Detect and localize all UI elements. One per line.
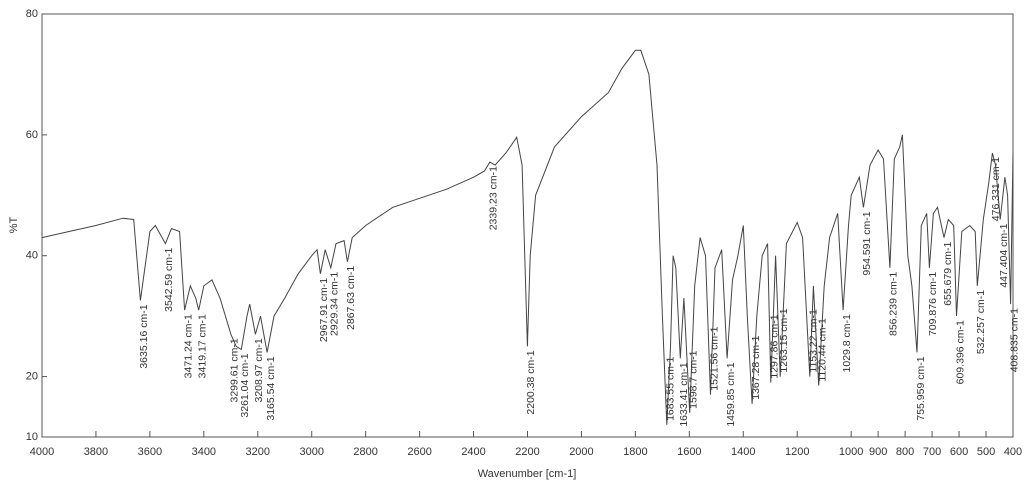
y-axis-label: %T (8, 216, 20, 233)
peak-label: 1683.55 cm-1 (665, 357, 677, 421)
peak-label: 1633.41 cm-1 (678, 362, 690, 426)
peak-label: 3635.16 cm-1 (138, 304, 150, 368)
peak-label: 2339.23 cm-1 (488, 166, 500, 230)
peak-label: 609.396 cm-1 (954, 320, 966, 384)
peak-label: 532.257 cm-1 (975, 290, 987, 354)
peak-label: 709.876 cm-1 (927, 272, 939, 336)
peak-label: 954.591 cm-1 (861, 211, 873, 275)
y-tick-label: 80 (26, 8, 38, 20)
x-tick-label: 1400 (731, 446, 755, 458)
x-tick-label: 900 (869, 446, 887, 458)
x-tick-label: 3200 (246, 446, 270, 458)
x-tick-label: 800 (896, 446, 914, 458)
x-tick-label: 2800 (353, 446, 377, 458)
peak-label: 476.331 cm-1 (990, 157, 1002, 221)
peak-label: 1297.86 cm-1 (769, 314, 781, 378)
x-tick-label: 700 (923, 446, 941, 458)
peak-label: 1459.85 cm-1 (725, 362, 737, 426)
peak-label: 1120.44 cm-1 (816, 318, 828, 382)
peak-label: 3419.17 cm-1 (196, 314, 208, 378)
x-tick-label: 2000 (569, 446, 593, 458)
peak-label: 447.404 cm-1 (998, 223, 1010, 287)
peak-label: 1263.15 cm-1 (778, 308, 790, 372)
y-tick-label: 60 (26, 129, 38, 141)
peak-label: 3208.97 cm-1 (253, 338, 265, 402)
peak-label: 2967.91 cm-1 (318, 278, 330, 342)
y-tick-label: 40 (26, 250, 38, 262)
peak-label: 755.959 cm-1 (915, 356, 927, 420)
peak-label: 1521.56 cm-1 (708, 326, 720, 390)
y-tick-label: 10 (26, 431, 38, 443)
x-tick-label: 1800 (623, 446, 647, 458)
peak-label: 408.835 cm-1 (1008, 308, 1020, 372)
x-tick-label: 2200 (515, 446, 539, 458)
peak-label: 2929.34 cm-1 (329, 272, 341, 336)
x-tick-label: 3600 (138, 446, 162, 458)
peak-label: 1367.28 cm-1 (750, 335, 762, 399)
x-tick-label: 3400 (192, 446, 216, 458)
x-tick-label: 2400 (461, 446, 485, 458)
peak-label: 3299.61 cm-1 (229, 338, 241, 402)
peak-label: 655.679 cm-1 (942, 241, 954, 305)
x-tick-label: 4000 (30, 446, 54, 458)
peak-label: 1153.22 cm-1 (808, 309, 820, 373)
peak-label: 2867.63 cm-1 (345, 266, 357, 330)
peak-label: 1598.7 cm-1 (687, 350, 699, 409)
x-axis-label: Wavenumber [cm-1] (478, 468, 577, 480)
x-tick-label: 500 (977, 446, 995, 458)
x-tick-label: 3000 (299, 446, 323, 458)
x-tick-label: 1600 (677, 446, 701, 458)
peak-label: 2200.38 cm-1 (525, 350, 537, 414)
peak-label: 856.239 cm-1 (888, 272, 900, 336)
x-tick-label: 400 (1004, 446, 1022, 458)
peak-label: 3261.04 cm-1 (239, 353, 251, 417)
peak-label: 3165.54 cm-1 (265, 356, 277, 420)
x-tick-label: 600 (950, 446, 968, 458)
x-tick-label: 1000 (839, 446, 863, 458)
x-tick-label: 1200 (785, 446, 809, 458)
peak-label: 3471.24 cm-1 (182, 314, 194, 378)
x-tick-label: 2600 (407, 446, 431, 458)
x-tick-label: 3800 (84, 446, 108, 458)
y-tick-label: 20 (26, 370, 38, 382)
spectrum-line (41, 49, 1014, 425)
peak-label: 1029.8 cm-1 (841, 314, 853, 373)
peak-label: 3542.59 cm-1 (163, 247, 175, 311)
